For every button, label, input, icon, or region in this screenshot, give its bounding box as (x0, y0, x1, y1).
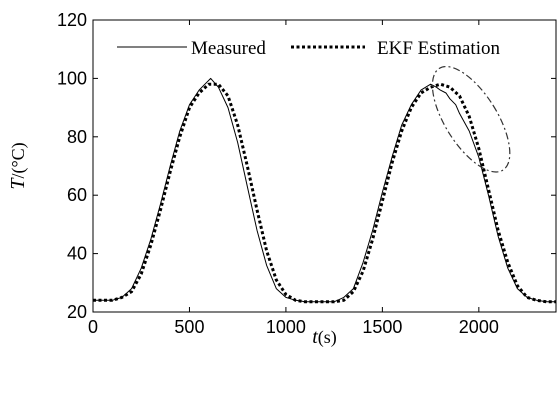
legend-label-ekf: EKF Estimation (377, 38, 500, 59)
y-tick-label: 40 (67, 244, 87, 264)
y-tick-label: 20 (67, 302, 87, 322)
y-tick-label: 80 (67, 127, 87, 147)
y-tick-label: 60 (67, 185, 87, 205)
legend: Measured EKF Estimation (117, 38, 500, 59)
x-axis-unit: (s) (318, 327, 337, 348)
y-axis: 20 40 60 80 100 120 (57, 10, 556, 322)
x-axis-label: t(s) (312, 326, 337, 348)
x-axis-variable: t (312, 326, 318, 348)
highlight-ellipse (431, 65, 511, 173)
y-axis-variable: T (7, 177, 29, 190)
axes-frame (92, 19, 557, 313)
y-axis-unit: /(°C) (8, 142, 29, 178)
x-tick-label: 1000 (266, 317, 306, 337)
y-tick-label: 100 (57, 68, 87, 88)
y-axis-label: T/(°C) (7, 142, 29, 189)
x-tick-label: 500 (174, 317, 204, 337)
x-tick-label: 2000 (459, 317, 499, 337)
plot-area (93, 65, 556, 304)
legend-label-measured: Measured (191, 38, 266, 59)
series-line-ekf-estimation (93, 82, 556, 304)
x-tick-label: 0 (88, 317, 98, 337)
y-tick-label: 120 (57, 10, 87, 30)
x-tick-label: 1500 (362, 317, 402, 337)
x-axis: 0 500 1000 1500 2000 (88, 20, 499, 337)
